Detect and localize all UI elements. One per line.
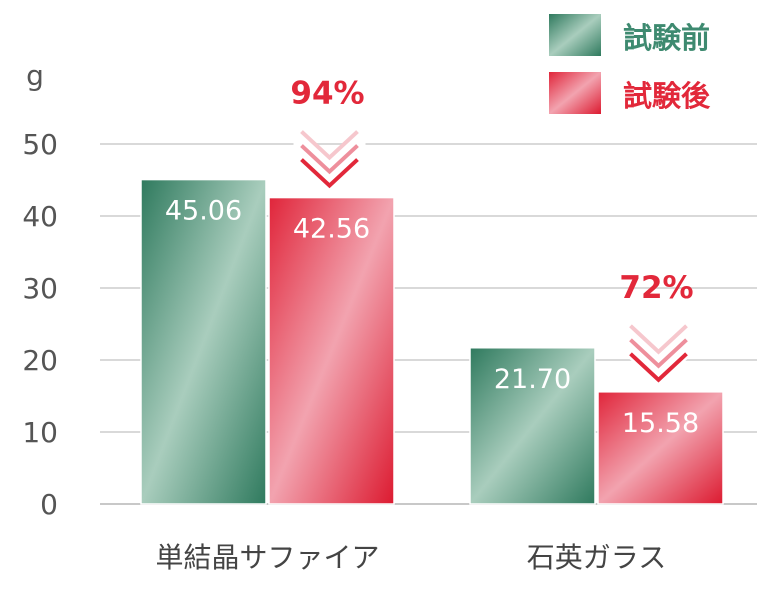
bars: 45.06 42.56 21.70 15.58 (140, 178, 724, 505)
chevron-down-icon (300, 158, 359, 189)
chevron-down-icon (300, 144, 359, 175)
bar-value-label: 21.70 (494, 364, 571, 395)
bar-value-label: 45.06 (165, 196, 242, 227)
chevron-down-icon (300, 130, 359, 161)
chevron-down-icon (629, 324, 688, 355)
y-axis-ticks: 0 10 20 30 40 50 (22, 128, 58, 521)
legend-label-before: 試験前 (623, 21, 710, 55)
legend-swatch-before (549, 14, 601, 56)
y-tick-label: 0 (40, 488, 58, 521)
bar-value-label: 42.56 (293, 214, 370, 245)
decrease-markers: 94% 72% (290, 76, 695, 388)
ratio-label: 72% (619, 270, 693, 306)
y-unit-label: g (26, 59, 44, 92)
y-tick-label: 20 (22, 344, 58, 377)
ratio-label: 94% (290, 76, 364, 112)
chevron-down-icon (629, 338, 688, 369)
bar-before (140, 178, 267, 505)
y-tick-label: 50 (22, 128, 58, 161)
legend-label-after: 試験後 (623, 79, 711, 113)
chevron-down-icon (629, 352, 688, 383)
x-axis-categories: 単結晶サファイア 石英ガラス (155, 541, 666, 574)
y-tick-label: 40 (22, 200, 58, 233)
legend-swatch-after (549, 72, 601, 114)
y-tick-label: 10 (22, 416, 58, 449)
bar-after (597, 391, 724, 505)
bar-after (268, 196, 395, 505)
y-tick-label: 30 (22, 272, 58, 305)
category-label: 単結晶サファイア (155, 541, 379, 574)
bar-value-label: 15.58 (622, 408, 699, 439)
bar-before (469, 347, 596, 505)
category-label: 石英ガラス (527, 541, 666, 574)
legend: 試験前 試験後 (549, 14, 711, 114)
